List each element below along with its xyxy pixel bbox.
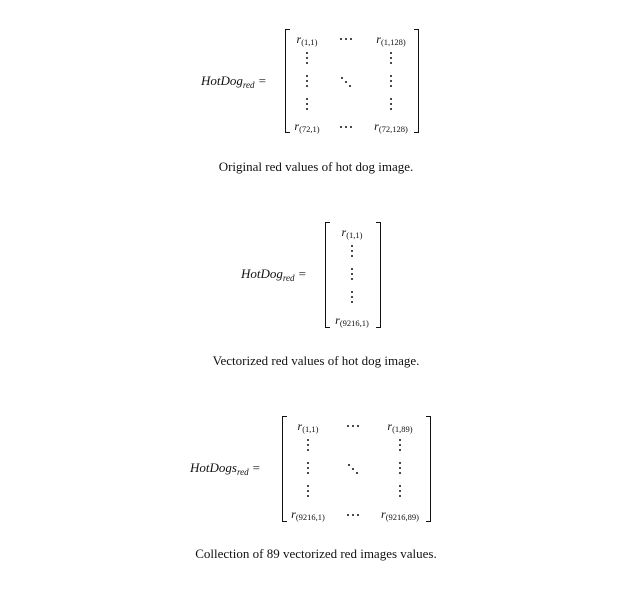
matrix-subscript: red — [236, 467, 249, 477]
equation-lhs: HotDogsred = — [190, 460, 260, 477]
matrix: r(1,1) r(1,89) r(9216,1) r(9216,89) — [282, 416, 431, 522]
equals-sign: = — [258, 73, 266, 88]
vertical-dots — [305, 75, 309, 89]
vertical-dots — [306, 485, 310, 499]
left-bracket — [325, 222, 330, 328]
vertical-dots — [389, 52, 393, 66]
diagonal-dots — [341, 77, 351, 87]
right-bracket — [376, 222, 381, 328]
matrix-entry-bottom-left: r(9216,1) — [291, 507, 325, 522]
matrix-subscript: red — [282, 273, 295, 283]
horizontal-dots — [340, 37, 352, 41]
right-bracket — [426, 416, 431, 522]
vertical-dots — [398, 462, 402, 476]
matrix-entry-bottom-right: r(9216,89) — [381, 507, 419, 522]
matrix-entry-bottom-right: r(72,128) — [374, 119, 408, 134]
equation-lhs: HotDogred = — [241, 266, 306, 283]
equation-caption: Original red values of hot dog image. — [218, 159, 414, 174]
vertical-dots — [398, 439, 402, 453]
vector: r(1,1) r(9216,1) — [325, 222, 381, 328]
left-bracket — [285, 29, 290, 133]
vertical-dots — [350, 291, 354, 305]
vertical-dots — [306, 462, 310, 476]
vertical-dots — [350, 268, 354, 282]
matrix-entry-bottom-left: r(72,1) — [294, 119, 320, 134]
vertical-dots — [398, 485, 402, 499]
vector-entry-bottom: r(9216,1) — [335, 313, 369, 328]
vector-entry-top: r(1,1) — [341, 225, 363, 240]
matrix-name: HotDog — [201, 73, 243, 88]
matrix-entry-top-right: r(1,89) — [387, 419, 413, 434]
matrix-entry-top-right: r(1,128) — [376, 32, 406, 47]
equation-lhs: HotDogred = — [201, 73, 266, 90]
matrix-subscript: red — [242, 80, 255, 90]
equals-sign: = — [298, 266, 306, 281]
matrix-entry-top-left: r(1,1) — [296, 32, 318, 47]
horizontal-dots — [347, 513, 359, 517]
right-bracket — [414, 29, 419, 133]
horizontal-dots — [347, 424, 359, 428]
matrix: r(1,1) r(1,128) r(72,1) r(72,128) — [285, 29, 419, 134]
vertical-dots — [305, 52, 309, 66]
matrix-entry-top-left: r(1,1) — [297, 419, 319, 434]
left-bracket — [282, 416, 287, 522]
vertical-dots — [350, 245, 354, 259]
diagonal-dots — [348, 464, 358, 474]
equation-caption: Collection of 89 vectorized red images v… — [195, 546, 437, 561]
vertical-dots — [389, 98, 393, 112]
equation-caption: Vectorized red values of hot dog image. — [212, 353, 420, 368]
vertical-dots — [305, 98, 309, 112]
matrix-name: HotDog — [241, 266, 283, 281]
vertical-dots — [306, 439, 310, 453]
matrix-name: HotDogs — [190, 460, 237, 475]
equals-sign: = — [252, 460, 260, 475]
horizontal-dots — [340, 125, 352, 129]
vertical-dots — [389, 75, 393, 89]
